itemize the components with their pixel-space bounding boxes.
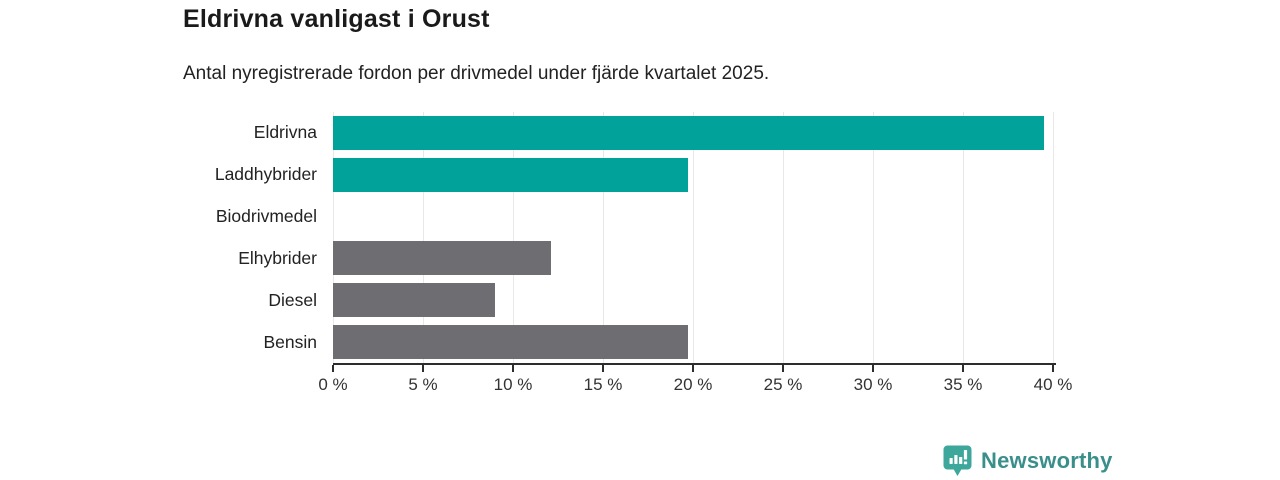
x-tick xyxy=(332,365,334,372)
gridline xyxy=(333,112,334,363)
x-tick-label: 35 % xyxy=(943,375,983,394)
gridline xyxy=(603,112,604,363)
bar xyxy=(333,157,688,192)
bar-row xyxy=(333,237,1053,279)
gridline xyxy=(1053,112,1054,363)
category-label: Elhybrider xyxy=(238,247,317,268)
gridline xyxy=(783,112,784,363)
x-tick xyxy=(512,365,514,372)
x-tick-label: 40 % xyxy=(1033,375,1073,394)
newsworthy-logo-text: Newsworthy xyxy=(981,448,1113,473)
x-tick-label: 15 % xyxy=(583,375,623,394)
category-label: Bensin xyxy=(263,331,317,352)
gridline xyxy=(513,112,514,363)
bar-row xyxy=(333,321,1053,363)
category-label: Laddhybrider xyxy=(214,164,317,185)
plot-area xyxy=(333,112,1054,363)
x-tick-label: 25 % xyxy=(763,375,803,394)
bar-row xyxy=(333,112,1053,154)
newsworthy-chart-bubble-icon xyxy=(943,445,972,476)
gridline xyxy=(693,112,694,363)
category-label: Diesel xyxy=(268,289,317,310)
gridline xyxy=(873,112,874,363)
category-label: Biodrivmedel xyxy=(215,206,317,227)
category-labels: Eldrivna Laddhybrider Biodrivmedel Elhybrid… xyxy=(183,112,333,363)
x-tick xyxy=(962,365,964,372)
bar-row xyxy=(333,154,1053,196)
x-tick xyxy=(692,365,694,372)
x-tick xyxy=(872,365,874,372)
bar-chart: Eldrivna Laddhybrider Biodrivmedel Elhybrid… xyxy=(183,112,1072,402)
category-label: Eldrivna xyxy=(253,122,317,143)
bar xyxy=(333,325,688,360)
bar xyxy=(333,241,551,276)
bar-row xyxy=(333,279,1053,321)
x-tick-label: 0 % xyxy=(318,375,348,394)
bar xyxy=(333,283,495,318)
bar-row xyxy=(333,196,1053,238)
bar-rows xyxy=(333,112,1053,363)
chart-subtitle: Antal nyregistrerade fordon per drivmede… xyxy=(183,63,770,84)
x-tick-label: 30 % xyxy=(853,375,893,394)
x-tick-label: 10 % xyxy=(493,375,533,394)
x-axis-ticks xyxy=(332,365,1054,372)
x-axis-tick-labels: 0 % 5 % 10 % 15 % 20 % 25 % 30 % 35 % 40 % xyxy=(318,374,1072,396)
x-tick xyxy=(602,365,604,372)
x-axis-line xyxy=(333,363,1056,365)
x-tick xyxy=(1052,365,1054,372)
x-tick xyxy=(782,365,784,372)
bar xyxy=(333,115,1044,150)
x-tick-label: 5 % xyxy=(408,375,438,394)
gridline xyxy=(423,112,424,363)
x-tick xyxy=(422,365,424,372)
x-tick-label: 20 % xyxy=(673,375,713,394)
chart-title: Eldrivna vanligast i Orust xyxy=(183,5,490,33)
newsworthy-logo: Newsworthy xyxy=(943,445,1113,477)
gridline xyxy=(963,112,964,363)
